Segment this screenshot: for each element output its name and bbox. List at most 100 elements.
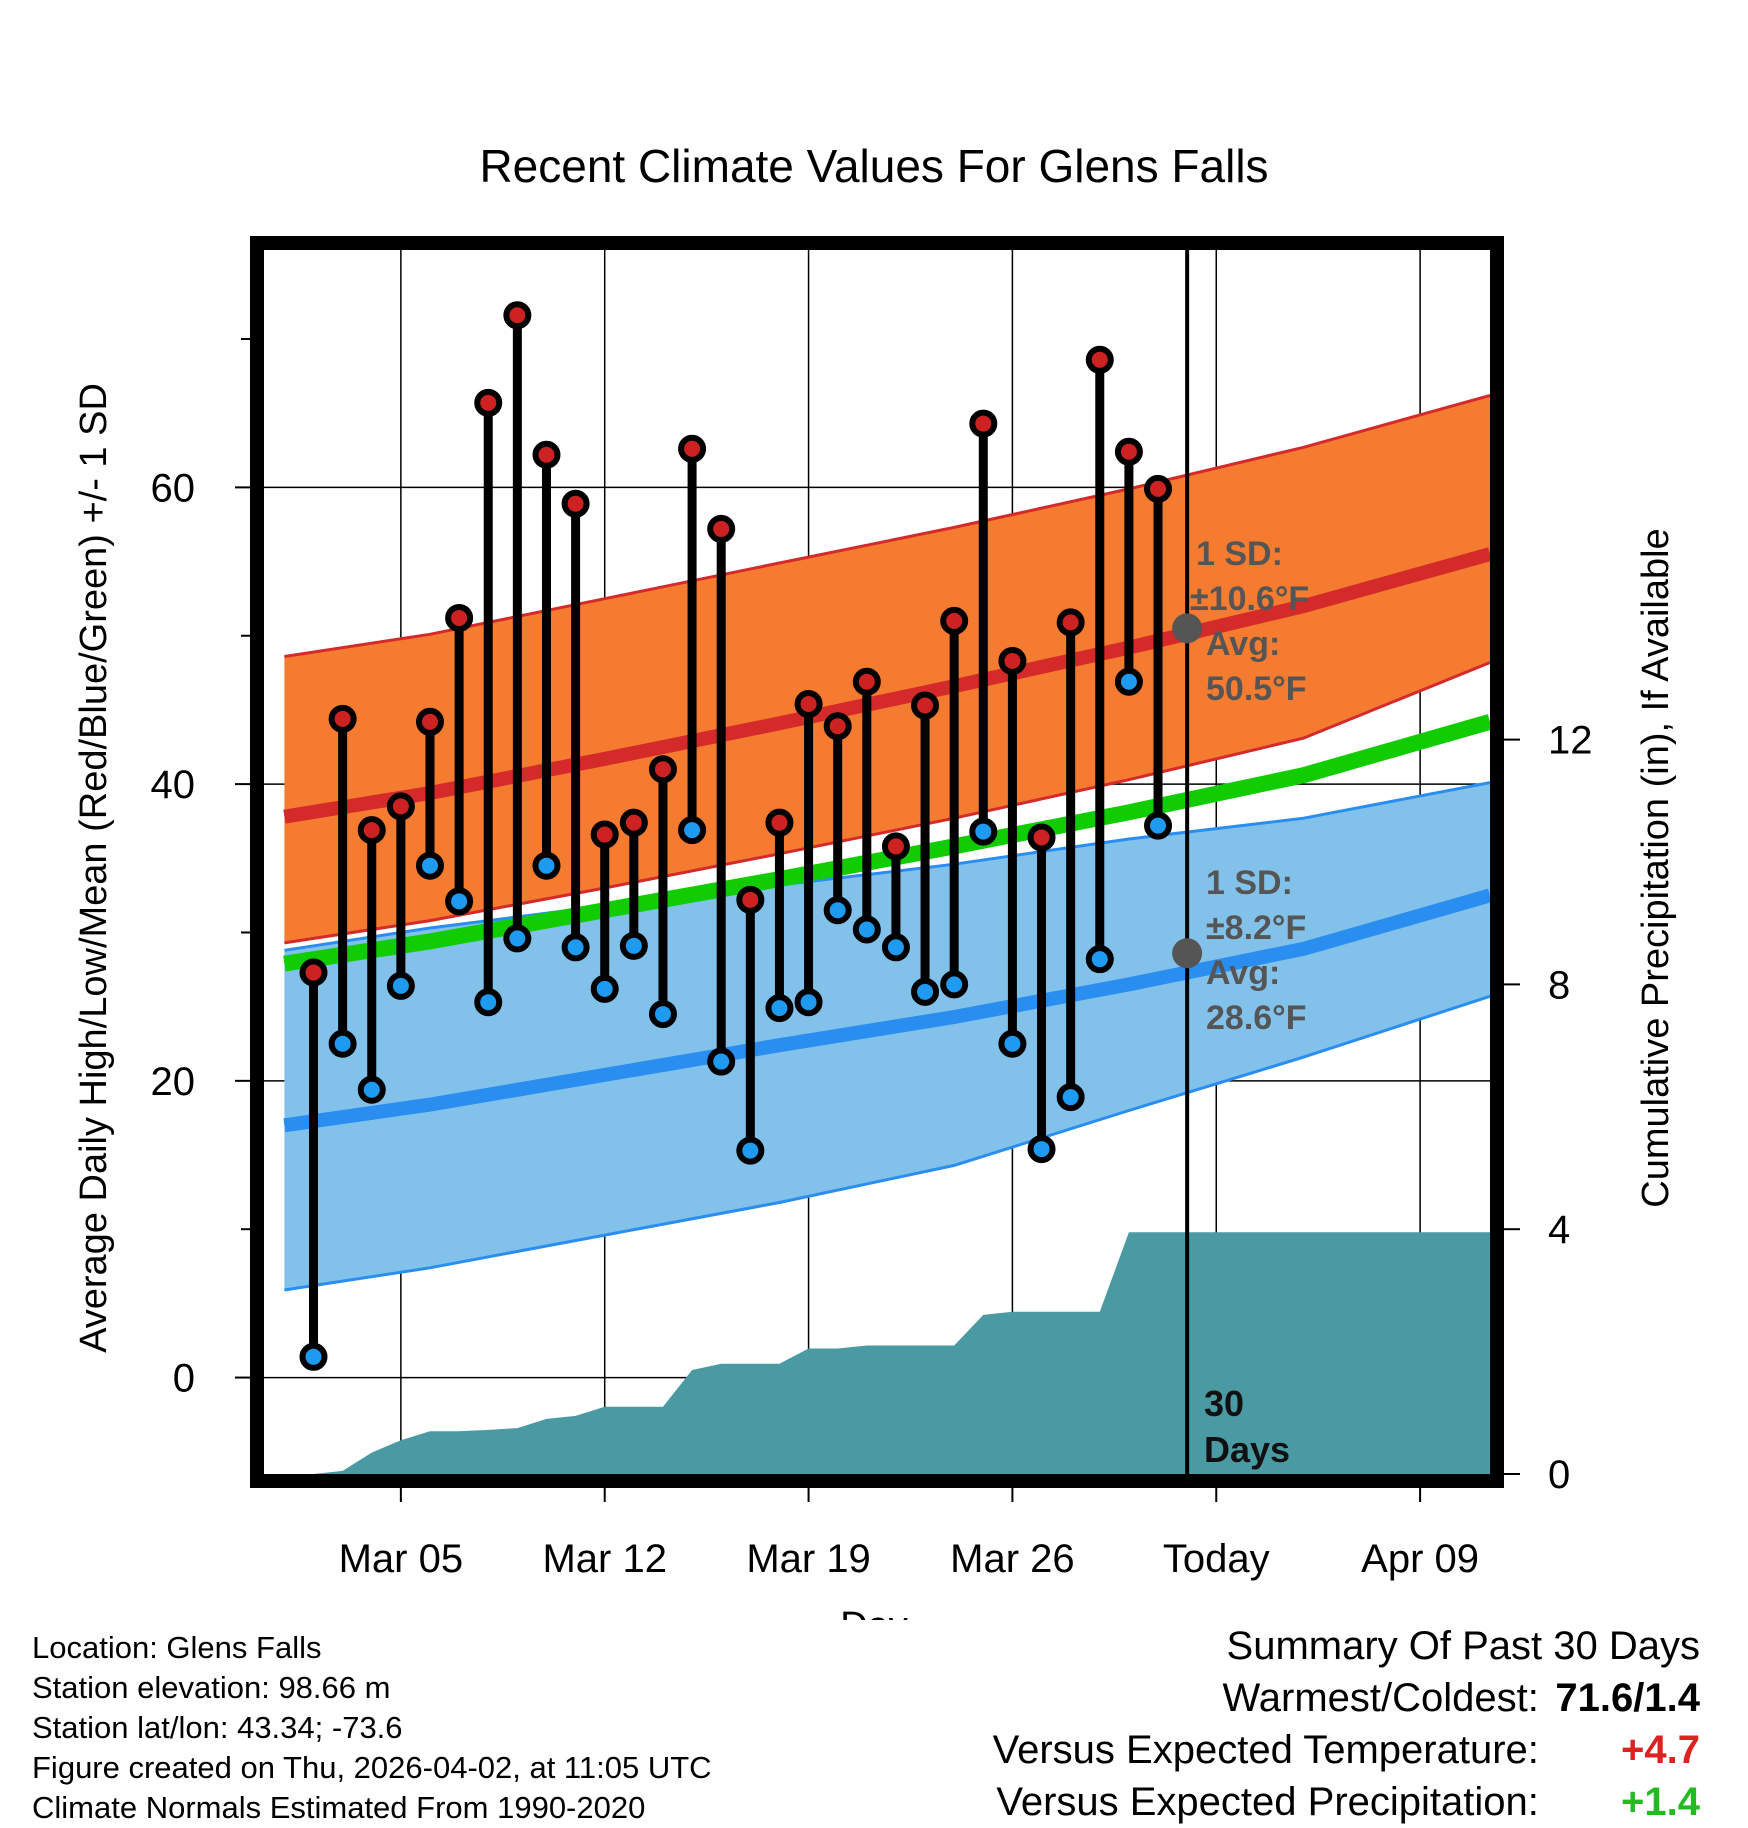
day-range [1144,474,1173,840]
daily-range-bars [299,0,1198,1371]
low-point [503,924,532,953]
day-range [1085,345,1114,974]
day-range [386,792,415,1000]
summary-panel: Summary Of Past 30 Days Warmest/Coldest:… [993,1620,1700,1828]
high-point [1144,474,1173,503]
high-point [823,712,852,741]
high-point [532,440,561,469]
temp-departure-row: Versus Expected Temperature: +4.7 [993,1724,1700,1776]
day-range [969,409,998,846]
precip-departure-value: +1.4 [1621,1780,1700,1824]
day-range [590,820,619,1003]
high-point [445,603,474,632]
y-axis-label: Average Daily High/Low/Mean (Red/Blue/Gr… [73,383,115,1353]
low-point [765,994,794,1023]
precipitation-area [284,1232,1490,1474]
x-tick-label: Mar 12 [542,1537,667,1581]
high-point [590,820,619,849]
x-tick-label: Apr 09 [1361,1537,1479,1581]
normals-text: Climate Normals Estimated From 1990-2020 [32,1790,646,1825]
cumulative-precip-area [284,1232,1490,1474]
day-range [707,514,736,1076]
low-point [590,974,619,1003]
low-point [823,896,852,925]
warmest-coldest-value: 71.6/1.4 [1555,1676,1700,1720]
day-range [911,691,940,1006]
chart-title: Recent Climate Values For Glens Falls [479,140,1268,192]
created-text: Figure created on Thu, 2026-04-02, at 11… [32,1750,712,1785]
day-range [736,885,765,1165]
low-point [852,915,881,944]
x-tick-label: Today [1163,1537,1270,1581]
y2-tick-label: 8 [1548,963,1570,1007]
high-point [561,489,590,518]
low-point [1027,1135,1056,1164]
day-range [852,667,881,944]
high-point [852,667,881,696]
low-point [1176,0,1198,11]
high-point [1114,437,1143,466]
day-range [328,704,357,1058]
low-point [386,971,415,1000]
high-sd-value: ±10.6°F [1190,580,1309,618]
precip-departure-row: Versus Expected Precipitation: +1.4 [993,1776,1700,1828]
high-point [911,691,940,720]
low-point [445,887,474,916]
high-point [969,409,998,438]
low-point [561,933,590,962]
days-word-label: Days [1204,1429,1290,1470]
high-point [1056,608,1085,637]
low-point [998,1029,1027,1058]
high-point [648,755,677,784]
climate-chart: Recent Climate Values For Glens Falls 1 … [73,0,1677,1620]
sd-annotations: 1 SD: ±10.6°F Avg: 50.5°F 1 SD: ±8.2°F A… [1172,535,1309,1470]
low-point [1144,811,1173,840]
day-range [648,755,677,1029]
day-range [794,689,823,1017]
low-point [1085,945,1114,974]
y-tick-label: 20 [151,1060,196,1104]
y-tick-label: 60 [151,466,196,510]
high-point [678,434,707,463]
high-point [415,707,444,736]
y-tick-label: 0 [173,1357,195,1401]
low-point [619,931,648,960]
low-point [328,1029,357,1058]
low-point [474,988,503,1017]
high-point [1176,0,1198,11]
high-point [328,704,357,733]
low-point [736,1136,765,1165]
low-point [707,1047,736,1076]
axes: Mar 05 Mar 12 Mar 19 Mar 26 Today Apr 0902040… [151,338,1593,1581]
day-range [532,440,561,880]
day-range [1176,0,1198,11]
low-avg-marker [1172,938,1203,969]
low-point [415,851,444,880]
high-point [1085,345,1114,374]
day-range [940,606,969,999]
day-range [1056,608,1085,1112]
low-sd-value: ±8.2°F [1206,909,1306,947]
days-count-label: 30 [1204,1383,1244,1424]
low-avg-label: Avg: [1206,954,1280,992]
y2-axis-label: Cumulative Precipitation (in), If Availa… [1635,528,1677,1207]
high-point [794,689,823,718]
station-info: Location: Glens Falls Station elevation:… [32,1628,712,1828]
low-sd-label: 1 SD: [1206,864,1293,902]
low-point [881,933,910,962]
high-point [1027,823,1056,852]
high-avg-label: Avg: [1206,625,1280,663]
precip-departure-label: Versus Expected Precipitation: [996,1780,1539,1824]
y2-tick-label: 12 [1548,719,1593,763]
day-range [561,489,590,962]
high-point [357,816,386,845]
high-avg-marker [1172,613,1203,644]
day-range [823,712,852,925]
y2-tick-label: 0 [1548,1453,1570,1497]
x-tick-label: Mar 05 [339,1537,464,1581]
location-text: Location: Glens Falls [32,1630,322,1665]
plot-area [264,0,1490,1474]
low-avg-value: 28.6°F [1206,999,1307,1037]
day-range [619,808,648,960]
day-range [1027,823,1056,1164]
